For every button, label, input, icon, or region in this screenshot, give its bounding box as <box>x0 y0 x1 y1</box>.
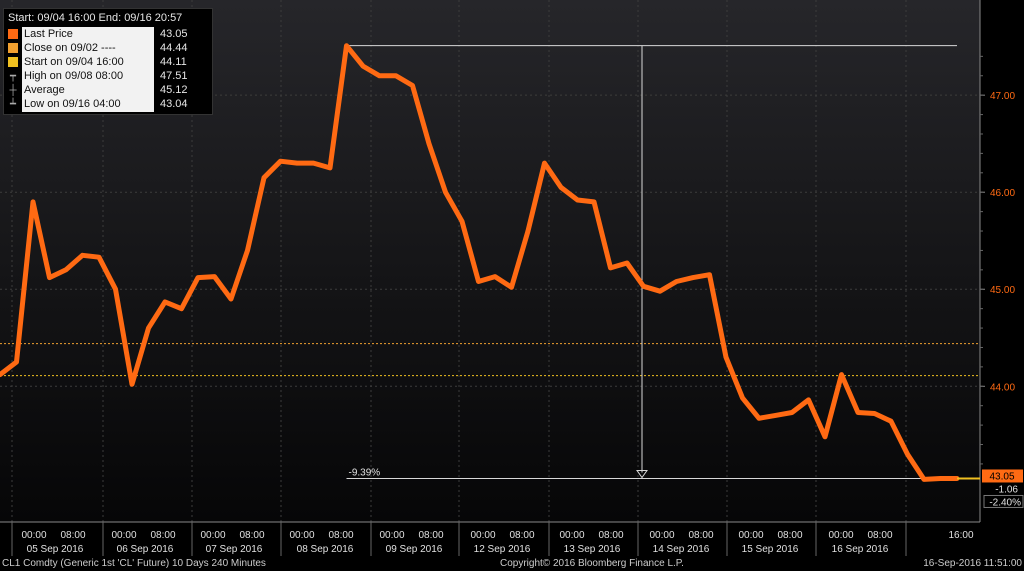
legend-label: Last Price <box>22 26 154 42</box>
change-arrow-head <box>636 469 648 479</box>
legend-header: Start: 09/04 16:00 End: 09/16 20:57 <box>8 12 183 24</box>
x-date-label: 14 Sep 2016 <box>653 544 710 555</box>
legend-value: 43.05 <box>160 27 188 40</box>
x-time-tick-label: 08:00 <box>60 530 85 541</box>
last-price-label: 43.05 <box>989 471 1014 482</box>
x-time-tick-label: 00:00 <box>828 530 853 541</box>
footer-timestamp: 16-Sep-2016 11:51:00 <box>923 558 1022 569</box>
legend-label: Close on 09/02 ---- <box>22 40 154 56</box>
legend-swatch-start <box>8 57 18 67</box>
legend-value: 47.51 <box>160 69 188 82</box>
x-time-tick-label: 08:00 <box>150 530 175 541</box>
x-date-label: 07 Sep 2016 <box>206 544 263 555</box>
pct-change-label: -2.40% <box>989 497 1021 508</box>
last-price-box <box>982 469 1023 483</box>
x-time-tick-label: 00:00 <box>649 530 674 541</box>
x-date-label: 12 Sep 2016 <box>474 544 531 555</box>
x-time-tick-label: 00:00 <box>559 530 584 541</box>
footer-bar: CL1 Comdty (Generic 1st 'CL' Future) 10 … <box>0 557 1024 571</box>
x-date-label: 16 Sep 2016 <box>832 544 889 555</box>
legend-swatch-last-price <box>8 29 18 39</box>
x-time-tick-label: 16:00 <box>948 530 973 541</box>
x-time-tick-label: 00:00 <box>379 530 404 541</box>
x-time-tick-label: 08:00 <box>598 530 623 541</box>
legend-value: 45.12 <box>160 83 188 96</box>
net-change-label: -1.06 <box>995 484 1018 495</box>
legend-row-last-price[interactable]: Last Price 43.05 <box>8 26 208 42</box>
x-date-label: 05 Sep 2016 <box>27 544 84 555</box>
y-tick-label: 46.00 <box>990 188 1015 199</box>
price-line <box>0 43 960 482</box>
x-date-label: 06 Sep 2016 <box>117 544 174 555</box>
change-percent-label: -9.39% <box>349 467 381 478</box>
legend-value: 44.11 <box>160 55 187 68</box>
x-time-tick-label: 00:00 <box>21 530 46 541</box>
legend-value: 43.04 <box>160 97 188 110</box>
x-time-tick-label: 00:00 <box>289 530 314 541</box>
x-time-tick-label: 08:00 <box>239 530 264 541</box>
legend-label: High on 09/08 08:00 <box>22 68 154 84</box>
x-time-tick-label: 08:00 <box>688 530 713 541</box>
x-time-tick-label: 08:00 <box>328 530 353 541</box>
footer-security: CL1 Comdty (Generic 1st 'CL' Future) 10 … <box>2 558 266 569</box>
x-time-tick-label: 00:00 <box>111 530 136 541</box>
legend-value: 44.44 <box>160 41 188 54</box>
y-tick-label: 47.00 <box>990 91 1015 102</box>
low-marker-icon: ┷ <box>9 98 17 110</box>
legend-label: Average <box>22 82 154 98</box>
x-time-tick-label: 00:00 <box>200 530 225 541</box>
x-date-label: 08 Sep 2016 <box>297 544 354 555</box>
x-time-tick-label: 08:00 <box>777 530 802 541</box>
x-time-tick-label: 08:00 <box>418 530 443 541</box>
legend-label: Start on 09/04 16:00 <box>22 54 154 70</box>
x-time-tick-label: 00:00 <box>470 530 495 541</box>
legend-row-start[interactable]: Start on 09/04 16:00 44.11 <box>8 54 208 70</box>
x-date-label: 15 Sep 2016 <box>742 544 799 555</box>
y-tick-label: 44.00 <box>990 382 1015 393</box>
legend-row-high[interactable]: ┯ High on 09/08 08:00 47.51 <box>8 68 208 84</box>
average-marker-icon: ┼ <box>9 84 17 96</box>
pct-change-box <box>983 494 1024 508</box>
x-date-label: 13 Sep 2016 <box>564 544 621 555</box>
footer-copyright: Copyright© 2016 Bloomberg Finance L.P. <box>500 558 684 569</box>
x-date-label: 09 Sep 2016 <box>386 544 443 555</box>
x-time-tick-label: 08:00 <box>867 530 892 541</box>
y-tick-label: 45.00 <box>990 285 1015 296</box>
legend-label: Low on 09/16 04:00 <box>22 96 154 112</box>
legend-row-average[interactable]: ┼ Average 45.12 <box>8 82 208 98</box>
legend-swatch-close <box>8 43 18 53</box>
legend-row-close[interactable]: Close on 09/02 ---- 44.44 <box>8 40 208 56</box>
x-time-tick-label: 00:00 <box>738 530 763 541</box>
high-marker-icon: ┯ <box>9 70 17 82</box>
x-time-tick-label: 08:00 <box>509 530 534 541</box>
chart-legend: Start: 09/04 16:00 End: 09/16 20:57 Last… <box>3 8 213 115</box>
legend-row-low[interactable]: ┷ Low on 09/16 04:00 43.04 <box>8 96 208 112</box>
